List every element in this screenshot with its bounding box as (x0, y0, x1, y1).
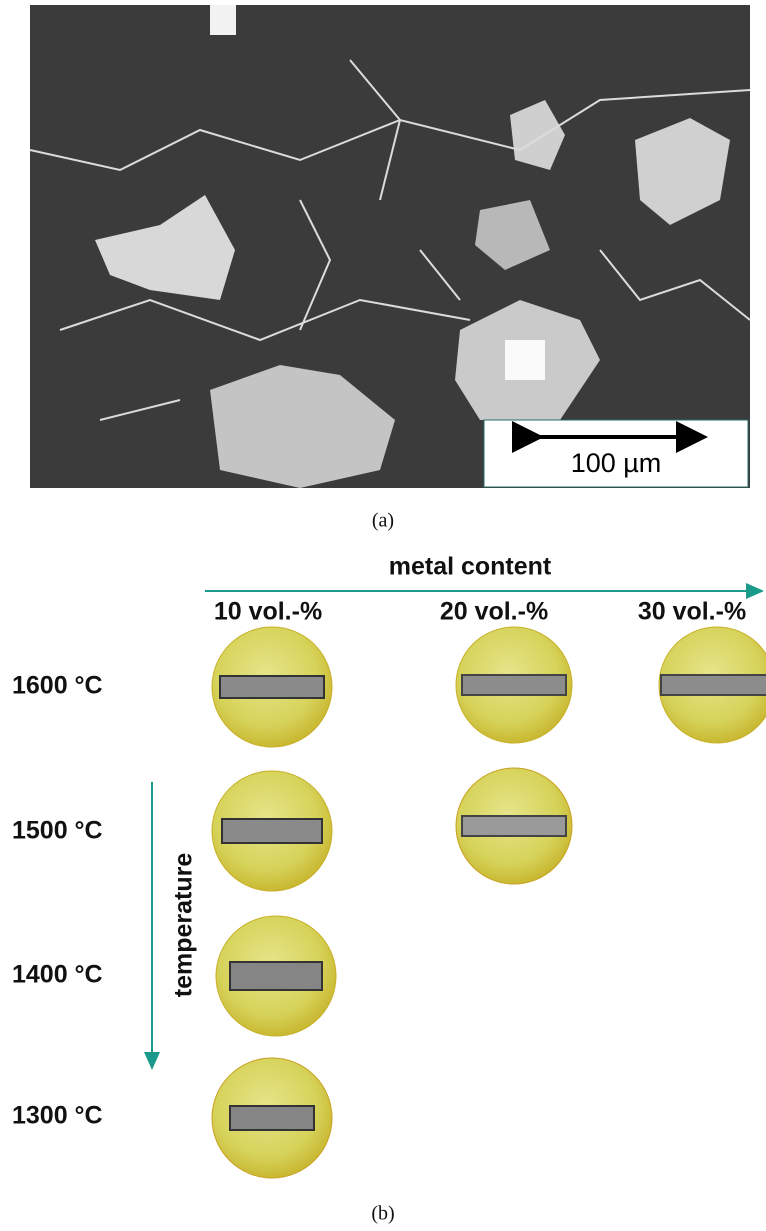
row-label: 1500 °C (12, 817, 103, 845)
column-label: 20 vol.-% (440, 598, 548, 626)
caption: (a) (372, 510, 394, 532)
scale-bar-label: 100 µm (571, 448, 662, 478)
axis-label: temperature (170, 853, 198, 998)
row-label: 1400 °C (12, 961, 103, 989)
samples (212, 627, 766, 1178)
axis-label: metal content (389, 553, 552, 581)
micrograph (30, 5, 750, 488)
column-label: 10 vol.-% (214, 598, 322, 626)
figure: 100 µm (a) metal content 10 vol.-% 20 vo… (0, 0, 766, 1231)
row-label: 1300 °C (12, 1102, 103, 1130)
caption: (b) (371, 1203, 394, 1225)
column-label: 30 vol.-% (638, 598, 746, 626)
row-label: 1600 °C (12, 672, 103, 700)
